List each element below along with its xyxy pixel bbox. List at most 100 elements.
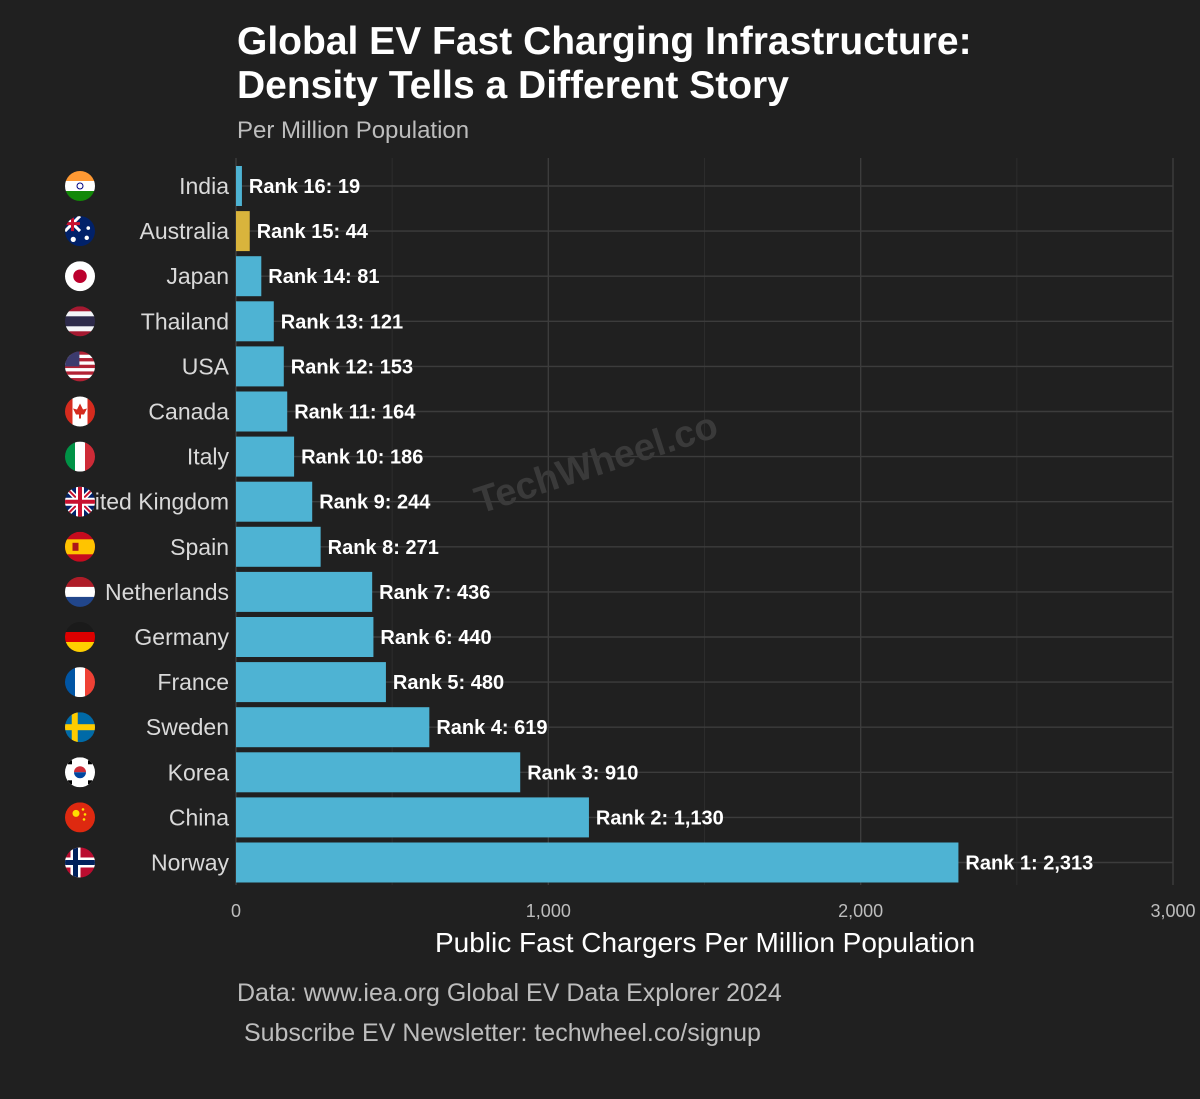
flag-part xyxy=(74,772,86,779)
flag-part xyxy=(70,236,76,242)
flag-part xyxy=(65,371,95,376)
flag-part xyxy=(65,486,95,517)
category-label-netherlands: Netherlands xyxy=(105,579,229,605)
category-label-china: China xyxy=(169,804,229,830)
flag-part xyxy=(65,642,95,652)
value-label-canada: Rank 11: 164 xyxy=(294,402,416,424)
flag-body xyxy=(65,667,95,698)
flag-part xyxy=(73,403,87,419)
sweden-flag-icon xyxy=(65,712,95,743)
flag-part xyxy=(65,724,95,731)
bar-germany xyxy=(236,617,374,657)
bar-usa xyxy=(236,346,284,387)
category-label-usa: USA xyxy=(182,353,230,379)
flag-part xyxy=(65,622,95,633)
bar-norway xyxy=(236,842,959,883)
flag-part xyxy=(88,760,92,765)
flag-body xyxy=(65,441,95,472)
flags-layer xyxy=(65,171,95,878)
bar-india xyxy=(236,166,242,206)
flag-part xyxy=(74,766,86,773)
category-label-canada: Canada xyxy=(148,399,229,425)
flag-body xyxy=(65,486,95,517)
flag-part xyxy=(72,809,80,817)
value-label-australia: Rank 15: 44 xyxy=(257,221,369,243)
value-label-norway: Rank 1: 2,313 xyxy=(965,853,1093,875)
flag-part xyxy=(73,847,78,878)
flag-part xyxy=(76,182,84,190)
flag-part xyxy=(65,351,80,367)
flag-body xyxy=(65,261,95,292)
flag-body xyxy=(65,802,95,833)
flag-part xyxy=(65,667,76,698)
value-label-china: Rank 2: 1,130 xyxy=(596,807,724,829)
bar-japan xyxy=(236,256,262,297)
flag-part xyxy=(65,368,95,372)
norway-flag-icon xyxy=(65,847,95,878)
x-tick-label: 3,000 xyxy=(1150,901,1195,921)
united-kingdom-flag-icon xyxy=(65,486,95,517)
labels-layer: India Rank 16: 19 Australia Rank 15: 44 Japa… xyxy=(65,173,1093,876)
germany-flag-icon xyxy=(65,622,95,652)
flag-part xyxy=(65,539,95,555)
flag-part xyxy=(65,171,95,182)
flag-body xyxy=(65,576,95,607)
flag-part xyxy=(82,818,86,821)
flag-part xyxy=(65,321,95,327)
flag-part xyxy=(65,632,95,643)
flag-part xyxy=(75,441,86,472)
flag-part xyxy=(87,396,95,427)
flag-part xyxy=(65,586,95,598)
usa-flag-icon xyxy=(65,351,95,382)
flag-part xyxy=(65,374,95,379)
japan-flag-icon xyxy=(65,261,95,292)
flag-body xyxy=(65,171,95,201)
flag-part xyxy=(73,269,87,283)
france-flag-icon xyxy=(65,667,95,698)
bar-sweden xyxy=(236,707,430,748)
canada-flag-icon xyxy=(65,396,95,427)
flag-part xyxy=(65,331,95,337)
caption-source: Data: www.iea.org Global EV Data Explore… xyxy=(237,979,782,1007)
flag-part xyxy=(65,802,95,833)
bar-canada xyxy=(236,391,288,432)
korea-flag-icon xyxy=(65,757,95,788)
x-tick-label: 0 xyxy=(231,901,241,921)
category-label-korea: Korea xyxy=(168,759,230,785)
bar-france xyxy=(236,662,386,703)
flag-part xyxy=(85,667,95,698)
flag-part xyxy=(65,316,95,322)
flag-part xyxy=(72,542,79,551)
flag-part xyxy=(65,216,80,232)
value-label-thailand: Rank 13: 121 xyxy=(281,311,403,333)
caption-subscribe: Subscribe EV Newsletter: techwheel.co/si… xyxy=(237,1019,761,1047)
flag-body xyxy=(65,216,95,247)
flag-part xyxy=(65,396,73,427)
thailand-flag-icon xyxy=(65,306,95,337)
value-label-korea: Rank 3: 910 xyxy=(527,762,638,784)
value-label-japan: Rank 14: 81 xyxy=(268,266,379,288)
flag-part xyxy=(65,358,95,362)
category-label-norway: Norway xyxy=(151,850,229,876)
watermark: TechWheel.co xyxy=(470,405,723,523)
flag-part xyxy=(86,226,91,230)
flag-body xyxy=(65,757,95,788)
flag-part xyxy=(68,780,72,785)
category-label-germany: Germany xyxy=(134,624,229,650)
bar-thailand xyxy=(236,301,274,342)
flag-body xyxy=(65,396,95,427)
flag-part xyxy=(84,235,89,241)
x-axis-label: Public Fast Chargers Per Million Populat… xyxy=(435,927,975,958)
category-label-italy: Italy xyxy=(187,444,230,470)
spain-flag-icon xyxy=(65,531,95,562)
flag-part xyxy=(65,364,95,369)
value-label-united-kingdom: Rank 9: 244 xyxy=(319,492,431,514)
flag-body xyxy=(65,712,95,743)
netherlands-flag-icon xyxy=(65,576,95,607)
flag-part xyxy=(65,596,95,607)
flag-body xyxy=(65,622,95,652)
value-label-india: Rank 16: 19 xyxy=(249,176,360,198)
flag-part xyxy=(65,326,95,332)
flag-part xyxy=(65,354,95,359)
